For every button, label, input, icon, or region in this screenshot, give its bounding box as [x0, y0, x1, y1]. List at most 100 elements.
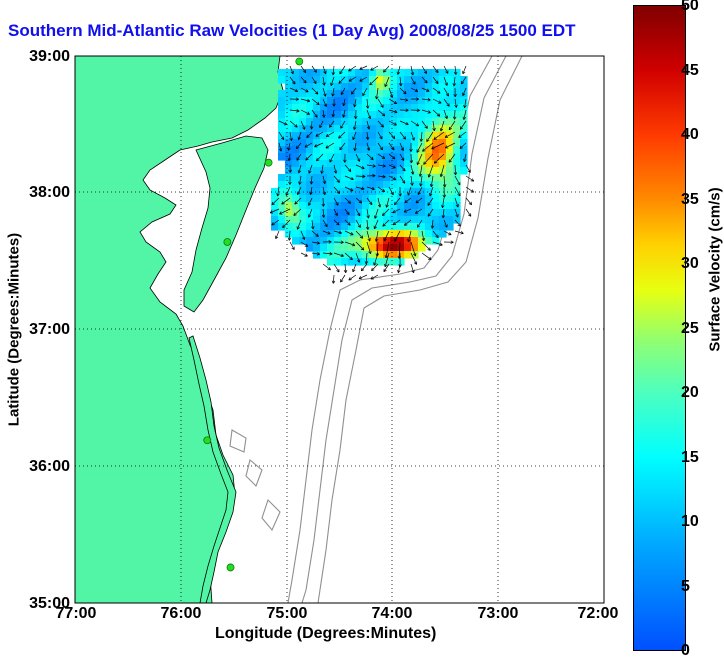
- velocity-cell: [348, 223, 356, 231]
- velocity-cell: [390, 230, 398, 238]
- velocity-arrowhead: [282, 224, 284, 228]
- velocity-arrowhead: [306, 243, 309, 247]
- velocity-arrowhead: [298, 170, 302, 174]
- velocity-cell: [362, 251, 370, 259]
- velocity-arrowhead: [429, 193, 433, 197]
- velocity-cell: [334, 111, 342, 119]
- velocity-arrowhead: [409, 160, 412, 164]
- velocity-arrowhead: [338, 80, 340, 84]
- velocity-cell: [327, 174, 335, 182]
- velocity-arrowhead: [402, 137, 406, 140]
- velocity-arrowhead: [325, 133, 329, 137]
- velocity-cell: [432, 90, 440, 98]
- velocity-cell: [299, 139, 307, 147]
- velocity-cell: [439, 195, 447, 203]
- velocity-cell: [348, 83, 356, 91]
- velocity-arrowhead: [296, 109, 300, 112]
- velocity-arrowhead: [338, 232, 342, 235]
- velocity-cell: [327, 139, 335, 147]
- velocity-arrowhead: [319, 125, 323, 129]
- velocity-arrowhead: [444, 194, 447, 198]
- velocity-arrowhead: [353, 127, 357, 130]
- velocity-arrow: [443, 219, 448, 228]
- velocity-cell: [404, 76, 412, 84]
- velocity-arrow: [311, 241, 320, 244]
- velocity-arrowhead: [398, 193, 401, 197]
- velocity-arrowhead: [427, 112, 431, 114]
- velocity-arrow: [399, 76, 402, 86]
- velocity-cell: [376, 90, 384, 98]
- velocity-cell: [278, 90, 286, 98]
- velocity-cell: [432, 153, 440, 161]
- velocity-cell: [306, 216, 314, 224]
- velocity-cell: [439, 146, 447, 154]
- velocity-arrow: [366, 241, 371, 254]
- velocity-arrow: [459, 142, 467, 149]
- velocity-arrowhead: [462, 71, 466, 75]
- velocity-cell: [418, 83, 426, 91]
- velocity-arrowhead: [437, 234, 439, 238]
- velocity-arrow: [410, 175, 413, 186]
- velocity-arrow: [354, 98, 357, 108]
- velocity-arrow: [333, 164, 337, 174]
- velocity-cell: [390, 104, 398, 112]
- velocity-cell: [299, 76, 307, 84]
- velocity-arrow: [338, 76, 346, 84]
- velocity-arrow: [416, 153, 423, 165]
- velocity-cell: [348, 251, 356, 259]
- velocity-arrow: [426, 131, 434, 142]
- velocity-arrow: [388, 109, 398, 113]
- velocity-cell: [292, 90, 300, 98]
- velocity-cell: [432, 223, 440, 231]
- velocity-arrow: [361, 263, 368, 272]
- velocity-arrowhead: [351, 232, 354, 236]
- velocity-arrow: [322, 230, 331, 235]
- velocity-cell: [425, 209, 433, 217]
- velocity-cell: [453, 188, 461, 196]
- velocity-arrowhead: [457, 204, 459, 208]
- velocity-cell: [390, 237, 398, 245]
- velocity-arrowhead: [316, 253, 320, 256]
- velocity-cell: [418, 216, 426, 224]
- velocity-arrowhead: [400, 148, 404, 151]
- velocity-cell: [446, 83, 454, 91]
- velocity-arrow: [316, 153, 324, 162]
- velocity-arrow: [344, 241, 356, 246]
- velocity-arrow: [399, 87, 407, 95]
- velocity-arrow: [410, 131, 415, 141]
- velocity-arrowhead: [452, 83, 455, 87]
- colorbar-tick-label: 15: [681, 449, 699, 466]
- velocity-arrowhead: [370, 276, 373, 280]
- velocity-arrowhead: [439, 244, 443, 247]
- velocity-cell: [327, 160, 335, 168]
- velocity-cell: [320, 230, 328, 238]
- velocity-arrow: [428, 164, 434, 178]
- velocity-arrowhead: [351, 256, 353, 260]
- velocity-cell: [446, 181, 454, 189]
- velocity-arrowhead: [416, 150, 420, 153]
- velocity-arrowhead: [367, 105, 370, 109]
- velocity-cell: [425, 104, 433, 112]
- x-tick-label: 77:00: [55, 605, 97, 622]
- velocity-arrow: [359, 76, 368, 82]
- velocity-arrowhead: [282, 226, 286, 229]
- velocity-cell: [334, 118, 342, 126]
- velocity-arrowhead: [336, 192, 340, 194]
- velocity-cell: [411, 181, 419, 189]
- velocity-cell: [313, 230, 321, 238]
- velocity-arrow: [377, 142, 383, 151]
- velocity-arrow: [454, 186, 461, 197]
- velocity-arrow: [429, 186, 434, 197]
- velocity-arrowhead: [361, 186, 365, 190]
- velocity-cell: [432, 139, 440, 147]
- velocity-arrow: [281, 197, 291, 205]
- velocity-cell: [306, 69, 314, 77]
- velocity-cell: [390, 174, 398, 182]
- velocity-arrow: [454, 98, 457, 108]
- velocity-arrow: [278, 120, 288, 126]
- velocity-cell: [278, 125, 286, 133]
- velocity-arrowhead: [306, 89, 309, 93]
- velocity-arrow: [417, 219, 423, 228]
- velocity-arrowhead: [394, 112, 398, 114]
